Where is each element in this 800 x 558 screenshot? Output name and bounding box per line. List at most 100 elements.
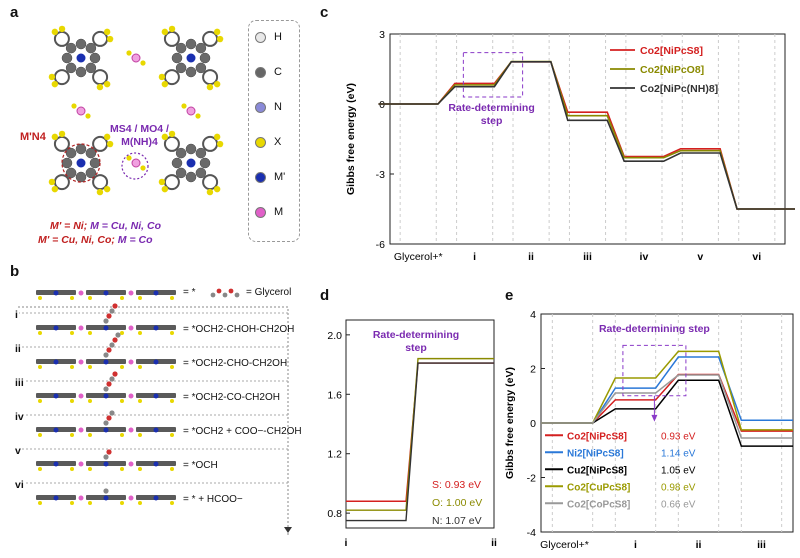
carbon-ring — [85, 42, 97, 54]
metal-atom — [153, 495, 159, 501]
legend-row: H — [255, 31, 282, 43]
ms4-label-line1: MS4 / MO4 / — [110, 123, 169, 135]
x-atom — [168, 25, 176, 33]
carbon-ring — [195, 42, 207, 54]
linker-atom — [128, 427, 134, 433]
panel-label-c: c — [320, 4, 329, 21]
step-index: vi — [14, 479, 25, 491]
x-atom — [170, 365, 174, 369]
carbon-ring — [185, 143, 197, 155]
reaction-steps-panel: = * = Glycerol i = *OCH2-CHOH-CH2OH ii = *O… — [14, 285, 302, 547]
linker-metal-atom — [131, 53, 141, 63]
legend-value: 1.05 eV — [661, 465, 696, 476]
metal-atom — [103, 290, 109, 296]
legend-row: M' — [255, 171, 285, 183]
x-atom — [161, 133, 169, 141]
metal-center-atom — [76, 158, 86, 168]
linker-metal-atom — [76, 106, 86, 116]
x-atom — [138, 399, 142, 403]
carbon-ring — [65, 62, 77, 74]
mn4-highlight-circle — [61, 143, 101, 183]
adsorbate-atom — [106, 381, 112, 387]
metal-atom — [53, 359, 59, 365]
atom-label: M — [274, 206, 284, 218]
x-tick-label: i — [345, 537, 348, 549]
x-atom — [170, 331, 174, 335]
adsorbate-atom — [103, 386, 109, 392]
x-tick-label: iii — [757, 539, 766, 551]
x-atom — [126, 155, 132, 161]
carbon-ring — [171, 52, 183, 64]
x-atom — [38, 296, 42, 300]
linker-atom — [78, 325, 84, 331]
x-atom — [103, 185, 111, 193]
atom-label: C — [274, 66, 282, 78]
x-tick-label: Glycerol+* — [540, 539, 589, 551]
x-atom — [158, 73, 166, 81]
carbon-ring — [175, 42, 187, 54]
y-tick-label: -4 — [527, 527, 536, 539]
linker-atom — [78, 461, 84, 467]
carbon-ring — [65, 42, 77, 54]
x-atom — [88, 467, 92, 471]
combo2-suffix: M = Co — [117, 234, 153, 246]
x-atom — [88, 296, 92, 300]
atom-swatch — [255, 101, 266, 113]
panel-b-frame — [18, 306, 289, 537]
x-atom — [88, 365, 92, 369]
x-tick-label: ii — [528, 251, 534, 263]
legend-label: Co2[NiPcS8] — [567, 431, 627, 442]
metal-center-atom — [76, 53, 86, 63]
combo1-suffix: M = Cu, Ni, Co — [90, 220, 162, 232]
legend-label: Co2[CoPcS8] — [567, 499, 630, 510]
panel-label-b: b — [10, 263, 20, 280]
x-atom — [51, 133, 59, 141]
step-intermediate: = *OCH2-CHOH-CH2OH — [183, 324, 295, 335]
x-atom — [106, 35, 114, 43]
x-atom — [170, 467, 174, 471]
carbon-ring — [75, 171, 87, 183]
metal-atom — [103, 393, 109, 399]
y-tick-label: 2 — [530, 364, 536, 376]
x-atom — [96, 83, 104, 91]
step-intermediate: = * + HCOO− — [183, 494, 243, 505]
y-tick-label: 0 — [379, 99, 385, 111]
x-atom — [51, 28, 59, 36]
atom-swatch — [255, 136, 266, 148]
x-atom — [181, 103, 187, 109]
rds-annotation-line2: step — [405, 342, 427, 354]
x-tick-label: iii — [583, 251, 592, 263]
metal-center-atom — [186, 53, 196, 63]
legend-label: Ni2[NiPcS8] — [567, 448, 624, 459]
legend-row: C — [255, 66, 282, 78]
x-atom — [88, 433, 92, 437]
metal-atom — [53, 495, 59, 501]
legend-label: Co2[NiPcS8] — [640, 45, 703, 57]
linker-metal-atom — [186, 106, 196, 116]
adsorbate-atom — [106, 415, 112, 421]
x-atom — [88, 331, 92, 335]
atom-label: H — [274, 31, 282, 43]
ms4-label: MS4 / MO4 / M(NH)4 — [110, 123, 169, 149]
series-label: S: 0.93 eV — [432, 479, 481, 491]
down-arrow-icon — [284, 527, 292, 533]
x-atom — [126, 50, 132, 56]
atom-label: X — [274, 136, 282, 148]
linker-atom — [128, 290, 134, 296]
x-atom — [70, 501, 74, 505]
x-atom — [70, 331, 74, 335]
step-index: iii — [14, 377, 25, 389]
carbon-ring — [199, 157, 211, 169]
x-atom — [71, 103, 77, 109]
x-atom — [88, 399, 92, 403]
metal-atom — [103, 495, 109, 501]
glycerol-atom — [228, 288, 234, 294]
carbon-ring — [175, 62, 187, 74]
x-atom — [38, 501, 42, 505]
ms4-label-line2: M(NH)4 — [121, 136, 158, 148]
x-atom — [120, 467, 124, 471]
x-atom — [213, 28, 221, 36]
x-atom — [138, 467, 142, 471]
x-atom — [120, 331, 124, 335]
carbon-ring — [75, 38, 87, 50]
